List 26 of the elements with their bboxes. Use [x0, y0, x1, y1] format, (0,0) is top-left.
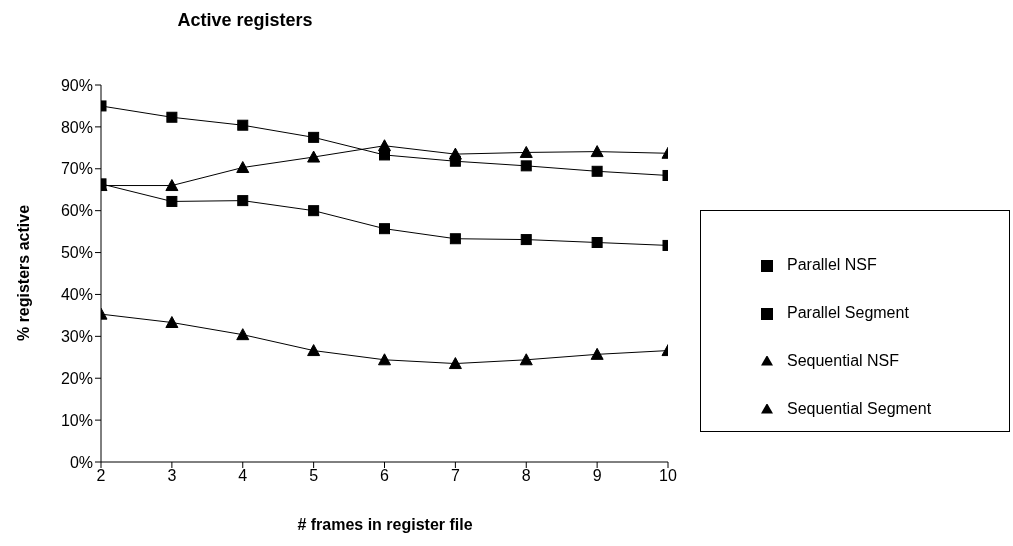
y-tick-label: 30%	[60, 328, 93, 346]
legend-label: Sequential NSF	[787, 352, 900, 369]
y-tick-label: 90%	[60, 76, 93, 94]
y-tick-label: 50%	[60, 244, 93, 262]
x-tick-label: 2	[96, 467, 106, 485]
x-axis-title: # frames in register file	[296, 516, 474, 534]
y-tick-label: 80%	[60, 118, 93, 136]
legend-label: Parallel Segment	[787, 304, 909, 321]
x-tick-label: 7	[450, 467, 460, 485]
x-tick-label: 10	[659, 467, 677, 485]
x-tick-label: 4	[238, 467, 248, 485]
x-tick-label: 9	[592, 467, 602, 485]
x-tick-label: 8	[521, 467, 531, 485]
y-tick-label: 40%	[60, 286, 93, 304]
x-tick-label: 6	[380, 467, 390, 485]
chart-title: Active registers	[176, 10, 314, 31]
y-axis-title: % registers active	[15, 204, 33, 342]
y-tick-label: 70%	[60, 160, 93, 178]
y-tick-label: 0%	[69, 453, 93, 471]
x-tick-label: 5	[309, 467, 319, 485]
legend-label: Sequential Segment	[787, 400, 932, 417]
legend-label: Parallel NSF	[787, 256, 877, 273]
y-tick-label: 20%	[60, 369, 93, 387]
y-tick-label: 10%	[60, 411, 93, 429]
x-tick-label: 3	[167, 467, 177, 485]
y-tick-label: 60%	[60, 202, 93, 220]
